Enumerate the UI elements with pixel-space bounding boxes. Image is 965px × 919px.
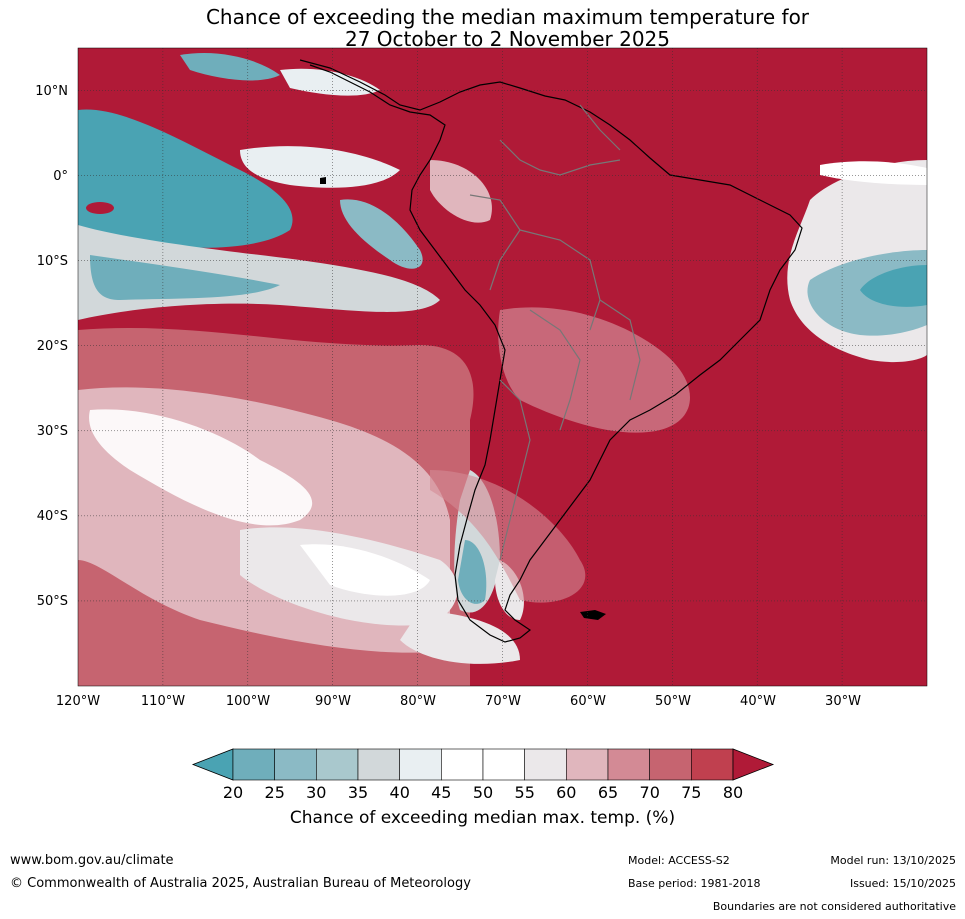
lat-label: 40°S [37, 509, 68, 524]
colorbar-box [316, 748, 359, 781]
colorbar: 20 25 30 35 40 45 50 55 60 65 70 75 80 [191, 748, 775, 802]
latitude-labels: 10°N 0° 10°S 20°S 30°S 40°S 50°S [35, 84, 68, 609]
colorbar-low-extension [191, 748, 234, 781]
southern-argentina-neutral-patch [495, 560, 524, 620]
lat-label: 10°N [35, 84, 68, 99]
south-america-coastline [299, 59, 803, 643]
north-pacific-cool-patch [180, 52, 280, 81]
colorbar-box [524, 748, 567, 781]
lon-label: 50°W [655, 694, 691, 709]
map-title-line-2: 27 October to 2 November 2025 [344, 27, 671, 51]
map-frame [77, 47, 928, 687]
colorbar-tick-label: 80 [723, 783, 743, 802]
longitude-labels: 120°W 110°W 100°W 90°W 80°W 70°W 60°W 50… [56, 694, 861, 709]
gridlines [78, 48, 927, 686]
map-title-line-1: Chance of exceeding the median maximum t… [205, 5, 810, 29]
colorbar-box [482, 748, 525, 781]
lon-label: 40°W [740, 694, 776, 709]
colorbar-high-extension [732, 748, 775, 781]
colorbar-box [607, 748, 650, 781]
lat-label: 30°S [37, 424, 68, 439]
colorbar-box [274, 748, 317, 781]
colorbar-tick-label: 65 [598, 783, 618, 802]
lon-label: 120°W [56, 694, 100, 709]
colorbar-tick-label: 55 [515, 783, 535, 802]
colorbar-box [357, 748, 400, 781]
colorbar-tick-labels: 20 25 30 35 40 45 50 55 60 65 70 75 80 [223, 783, 743, 802]
colorbar-tick-label: 40 [390, 783, 410, 802]
colorbar-tick-label: 30 [306, 783, 326, 802]
drake-passage-neutral-patch [400, 610, 520, 664]
colorbar-tick-label: 45 [431, 783, 451, 802]
colorbar-box [649, 748, 692, 781]
colorbar-box [441, 748, 484, 781]
colorbar-box [399, 748, 442, 781]
lon-label: 90°W [315, 694, 351, 709]
galapagos-islands [320, 177, 326, 184]
lon-label: 110°W [141, 694, 185, 709]
model-run-date: Model run: 13/10/2025 [830, 854, 956, 867]
colorbar-tick-label: 75 [681, 783, 701, 802]
lon-label: 80°W [400, 694, 436, 709]
lon-label: 30°W [825, 694, 861, 709]
model-name: Model: ACCESS-S2 [628, 854, 730, 867]
colorbar-tick-label: 25 [265, 783, 285, 802]
equatorial-atlantic-white-band [820, 161, 927, 185]
colorbar-tick-label: 35 [348, 783, 368, 802]
boundaries-disclaimer: Boundaries are not considered authoritat… [712, 900, 956, 913]
lat-label: 50°S [37, 594, 68, 609]
pacific-warm-spot [86, 202, 114, 214]
galapagos-neutral-patch [240, 146, 400, 188]
website-link[interactable]: www.bom.gov.au/climate [10, 853, 174, 868]
lon-label: 60°W [570, 694, 606, 709]
colorbar-box [566, 748, 609, 781]
issued-date: Issued: 15/10/2025 [849, 877, 956, 890]
south-pacific-neutral-patch [89, 409, 313, 526]
northern-andes-moderate-patch [430, 160, 492, 223]
lat-label: 20°S [37, 339, 68, 354]
colorbar-box [691, 748, 734, 781]
falkland-islands [580, 610, 606, 620]
lon-label: 100°W [226, 694, 270, 709]
colorbar-box [232, 748, 275, 781]
lon-label: 70°W [485, 694, 521, 709]
country-boundaries [469, 104, 641, 561]
southern-chile-cool-region [458, 540, 487, 604]
copyright-notice: © Commonwealth of Australia 2025, Austra… [10, 876, 471, 891]
colorbar-tick-label: 70 [640, 783, 660, 802]
colorbar-tick-label: 20 [223, 783, 243, 802]
base-period: Base period: 1981-2018 [628, 877, 761, 890]
central-america-neutral-patch [280, 68, 380, 96]
argentina-moderate-region [430, 470, 586, 603]
colorbar-tick-label: 60 [556, 783, 576, 802]
lat-label: 10°S [37, 254, 68, 269]
central-south-america-moderate-region [498, 307, 690, 433]
peru-coast-cool-patch [340, 199, 423, 269]
lat-label: 0° [53, 169, 68, 184]
colorbar-title: Chance of exceeding median max. temp. (%… [289, 808, 676, 828]
south-atlantic-coolest-patch [860, 265, 927, 307]
equatorial-pacific-cool-region [78, 109, 293, 248]
colorbar-tick-label: 50 [473, 783, 493, 802]
tropical-pacific-cool-band [90, 255, 280, 300]
colorbar-boxes [232, 748, 734, 781]
